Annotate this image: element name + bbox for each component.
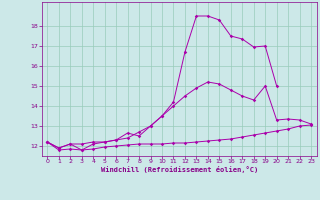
X-axis label: Windchill (Refroidissement éolien,°C): Windchill (Refroidissement éolien,°C) <box>100 166 258 173</box>
